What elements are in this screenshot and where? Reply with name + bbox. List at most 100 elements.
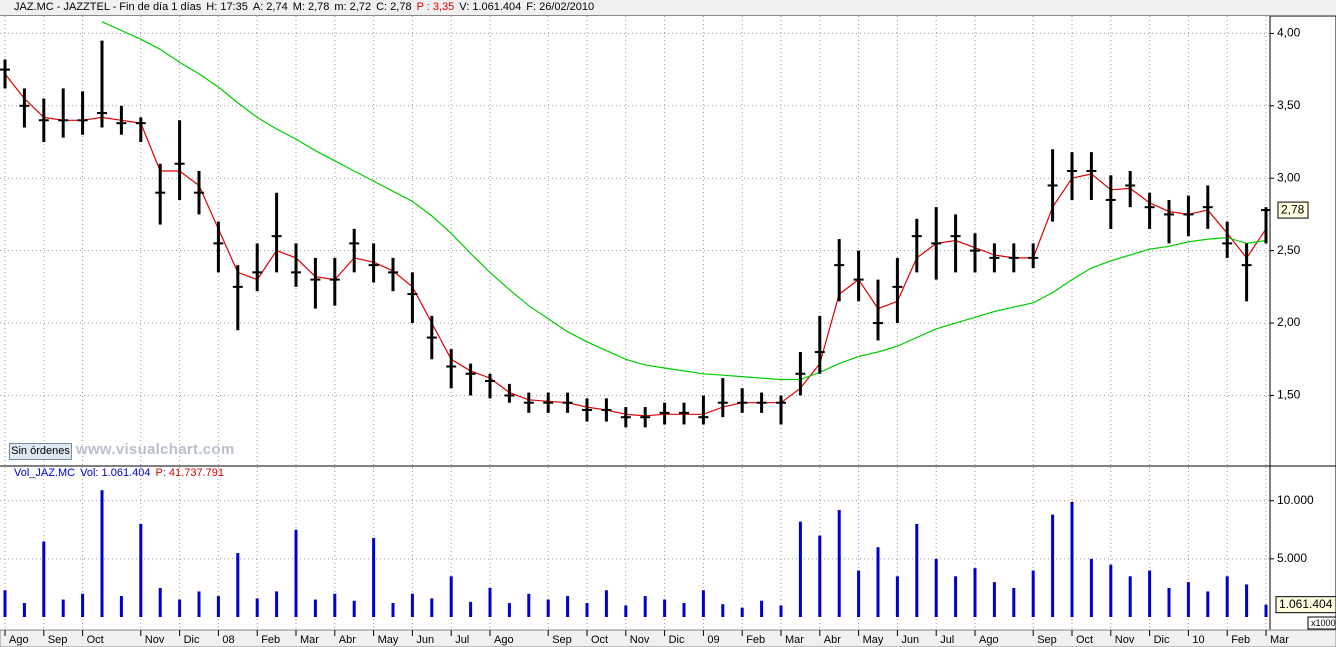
volume-bar	[895, 576, 899, 617]
moving-average	[4, 73, 1267, 417]
x-tick-label: Dic	[669, 634, 685, 646]
x-tick-label: Ago	[9, 634, 29, 646]
volume-bar	[236, 553, 240, 617]
volume-bar	[100, 490, 104, 617]
x-tick-label: Mar	[785, 634, 804, 646]
info-bar: JAZ.MC - JAZZTEL - Fin de día 1 días H: 1…	[0, 0, 1336, 16]
volume-bar	[352, 600, 356, 617]
volume-bar	[663, 599, 667, 617]
orders-button[interactable]: Sin órdenes	[9, 443, 72, 460]
volume-bar	[1245, 584, 1249, 617]
last-volume-box	[1275, 596, 1336, 614]
volume-bar	[1031, 570, 1035, 617]
watermark: www.visualchart.com	[76, 441, 235, 458]
volume-bar	[119, 596, 123, 617]
volume-bar	[372, 537, 376, 617]
x-tick-label: Jul	[455, 634, 469, 646]
volume-bar	[1070, 501, 1074, 617]
price-plot	[0, 16, 1270, 465]
moving-average	[101, 21, 1267, 381]
volume-bar	[760, 600, 764, 617]
volume-bar	[1148, 570, 1152, 617]
x-tick-label: Feb	[1231, 634, 1250, 646]
volume-bar	[1206, 591, 1210, 617]
volume-bar	[488, 587, 492, 617]
volume-plot	[0, 467, 1270, 630]
volume-bar	[643, 596, 647, 617]
axes: 1,50 2,00 2,50 3,00 3,50 4,00 5.000 10.000 Ago Se…	[4, 26, 1336, 646]
x-tick-label: Dic	[184, 634, 200, 646]
volume-bar	[178, 599, 182, 617]
info-item: Vol_JAZ.MC	[14, 467, 76, 479]
last-volume-label: 1.061.404	[1279, 597, 1333, 611]
volume-bar	[779, 605, 783, 617]
volume-bar	[1186, 582, 1190, 617]
info-item: m: 2,72	[334, 1, 372, 13]
axis-area	[1269, 15, 1336, 631]
volume-bar	[410, 593, 414, 617]
x-tick-label: 09	[707, 634, 719, 646]
volume-bar	[721, 604, 725, 617]
x-tick-label: Sep	[552, 634, 572, 646]
volume-bar	[585, 603, 589, 617]
volume-bar	[313, 599, 317, 617]
volume-bar	[604, 590, 608, 617]
y-tick-label: 2,50	[1277, 243, 1301, 257]
volume-bar	[934, 558, 938, 617]
x-tick-label: Jun	[416, 634, 434, 646]
x-tick-label: May	[863, 634, 884, 646]
info-item: C: 2,78	[376, 1, 412, 13]
volume-bar	[701, 590, 705, 617]
last-price-label: 2,78	[1281, 202, 1305, 216]
volume-bar	[740, 607, 744, 617]
x-tick-label: Nov	[145, 634, 165, 646]
volume-bar	[507, 603, 511, 617]
x-tick-label: Oct	[591, 634, 608, 646]
x-tick-label: Jul	[940, 634, 954, 646]
x-tick-label: Sep	[48, 634, 68, 646]
volume-bar	[430, 598, 434, 617]
volume-bar	[1051, 514, 1055, 617]
info-item: JAZ.MC - JAZZTEL - Fin de día 1 días	[14, 1, 202, 13]
volume-bar	[197, 591, 201, 617]
y-tick-label: 4,00	[1277, 26, 1301, 40]
volume-bar	[992, 582, 996, 617]
volume-bar	[798, 521, 802, 617]
y-tick-label: 5.000	[1277, 551, 1307, 565]
info-item: P : 3,35	[416, 1, 455, 13]
volume-bar	[139, 523, 143, 617]
volume-bar	[527, 593, 531, 617]
last-price-box	[1277, 201, 1309, 219]
x-tick-label: Sep	[1037, 634, 1057, 646]
volume-bar	[1264, 604, 1268, 617]
volume-bar	[857, 570, 861, 617]
volume-bar	[391, 603, 395, 617]
volume-bar	[915, 523, 919, 617]
volume-bar	[624, 605, 628, 617]
x-tick-label: Mar	[300, 634, 319, 646]
volume-bar	[158, 587, 162, 617]
x-axis-bar	[0, 629, 1336, 647]
volume-bar	[1089, 558, 1093, 617]
volume-bar	[275, 591, 279, 617]
volume-bar	[81, 593, 85, 617]
volume-bar	[1225, 576, 1229, 617]
volume-bar	[1167, 587, 1171, 617]
x-tick-label: 10	[1192, 634, 1204, 646]
volume-bar	[546, 599, 550, 617]
volume-bar	[876, 547, 880, 617]
volume-bar	[469, 601, 473, 617]
unit-box	[1307, 616, 1336, 630]
volume-bar	[837, 510, 841, 617]
volume-bar	[818, 535, 822, 617]
x-tick-label: Feb	[261, 634, 280, 646]
volume-bar	[3, 590, 7, 617]
info-item: F: 26/02/2010	[526, 1, 595, 13]
volume-bar	[1109, 564, 1113, 617]
volume-bar	[42, 541, 46, 617]
x-tick-label: Oct	[87, 634, 104, 646]
volume-bar	[449, 576, 453, 617]
volume-bar	[954, 576, 958, 617]
x-tick-label: May	[378, 634, 399, 646]
